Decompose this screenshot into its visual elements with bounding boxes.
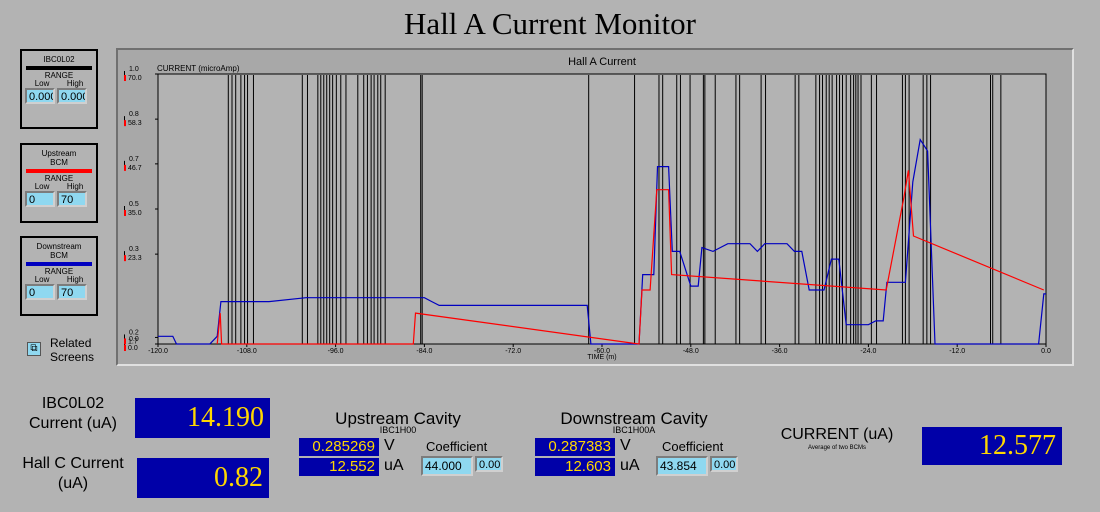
low-label: Low	[34, 79, 50, 88]
upstream-range-panel: Upstream BCM RANGE Low High 0 70	[20, 143, 98, 223]
y-tick-label-right: 23.3	[128, 255, 142, 262]
ibc-current-value: 14.190	[135, 398, 270, 438]
y-tick-label-right: 1.7	[128, 338, 138, 345]
downstream-offset-input[interactable]: 0.00	[710, 456, 738, 472]
upstream-cavity-pv: IBC1H00	[379, 425, 417, 435]
related-screens-icon[interactable]: ⧉	[27, 342, 41, 356]
chart-svg: Hall A Current CURRENT (microAmp) TIME (m)…	[124, 56, 1051, 361]
y-tick-marker	[124, 334, 125, 340]
downstream-range-high-input[interactable]: 70	[57, 284, 87, 300]
x-tick-label: -12.0	[949, 348, 965, 355]
high-label: High	[66, 275, 84, 284]
legend-swatch	[26, 169, 92, 173]
y-tick-label-left: 0.2	[129, 329, 139, 336]
downstream-current-unit: uA	[620, 457, 640, 474]
chart-title: Hall A Current	[568, 56, 636, 68]
downstream-volts-value: 0.287383	[535, 438, 615, 456]
y-tick-label-right: 70.0	[128, 75, 142, 82]
high-label: High	[66, 182, 84, 191]
ibc-range-high-input[interactable]: 0.000	[57, 88, 87, 104]
upstream-current-value: 12.552	[299, 458, 379, 476]
y-tick-marker-red	[124, 120, 126, 127]
y-tick-label-left: 0.3	[129, 246, 139, 253]
downstream-coefficient-label: Coefficient	[662, 439, 724, 454]
upstream-volts-value: 0.285269	[299, 438, 379, 456]
y-tick-marker	[124, 251, 125, 257]
y-tick-marker	[124, 160, 125, 166]
y-tick-marker	[124, 71, 125, 76]
downstream-cavity-pv: IBC1H00A	[612, 425, 656, 435]
x-tick-label: -24.0	[860, 348, 876, 355]
y-tick-label-left: 1.0	[129, 66, 139, 73]
ibc-current-label: IBC0L02 Current (uA)	[28, 395, 118, 432]
x-axis-label: TIME (m)	[587, 354, 616, 361]
downstream-coefficient-input[interactable]: 43.854	[656, 456, 708, 476]
x-tick-label: -96.0	[328, 348, 344, 355]
y-tick-marker-red	[124, 164, 126, 171]
related-screens-label[interactable]: Related Screens	[50, 336, 95, 364]
y-tick-label-left: 0.5	[129, 201, 139, 208]
high-label: High	[66, 79, 84, 88]
average-current-value: 12.577	[922, 427, 1062, 465]
upstream-range-low-input[interactable]: 0	[25, 191, 55, 207]
y-tick-marker-red	[124, 255, 126, 262]
panel-name: Downstream BCM	[36, 242, 82, 260]
downstream-cavity-title: Downstream Cavity	[560, 409, 708, 428]
page-title: Hall A Current Monitor	[404, 6, 696, 41]
upstream-range-high-input[interactable]: 70	[57, 191, 87, 207]
plot-area	[157, 73, 1047, 345]
low-label: Low	[34, 182, 50, 191]
x-tick-label: -36.0	[772, 348, 788, 355]
hallc-current-label: Hall C Current (uA)	[22, 455, 124, 492]
series-line	[216, 170, 1045, 345]
ibc-range-panel: IBC0L02 RANGE Low High 0.000 0.000	[20, 49, 98, 129]
x-tick-label: -60.0	[594, 348, 610, 355]
ibc-range-low-input[interactable]: 0.000	[25, 88, 55, 104]
upstream-current-unit: uA	[384, 457, 404, 474]
y-tick-marker-red	[124, 338, 126, 345]
x-tick-label: -108.0	[237, 348, 257, 355]
average-current-label: CURRENT (uA)	[780, 426, 894, 443]
range-label: RANGE	[44, 71, 74, 80]
y-tick-label-left: 0.7	[129, 156, 139, 163]
current-chart: Hall A Current CURRENT (microAmp) TIME (m)…	[116, 48, 1074, 366]
hallc-current-value: 0.82	[137, 458, 269, 498]
panel-name: IBC0L02	[43, 55, 75, 64]
y-tick-label-left: 0.0	[129, 336, 139, 343]
x-tick-label: -84.0	[416, 348, 432, 355]
range-label: RANGE	[44, 174, 74, 183]
y-tick-label-right: 0.0	[128, 345, 138, 352]
panel-name: Upstream BCM	[41, 149, 77, 167]
y-axis-label: CURRENT (microAmp)	[157, 64, 240, 73]
y-tick-label-right: 58.3	[128, 120, 142, 127]
upstream-volts-unit: V	[384, 437, 395, 454]
downstream-volts-unit: V	[620, 437, 631, 454]
x-tick-label: -72.0	[505, 348, 521, 355]
downstream-current-value: 12.603	[535, 458, 615, 476]
x-tick-label: 0.0	[1041, 348, 1051, 355]
range-label: RANGE	[44, 267, 74, 276]
upstream-offset-input[interactable]: 0.00	[475, 456, 503, 472]
upstream-coefficient-label: Coefficient	[426, 439, 488, 454]
series-line	[158, 137, 1046, 345]
y-tick-label-right: 46.7	[128, 165, 142, 172]
low-label: Low	[34, 275, 50, 284]
x-tick-label: -120.0	[148, 348, 168, 355]
y-tick-label-right: 35.0	[128, 210, 142, 217]
y-tick-marker	[124, 206, 125, 211]
legend-swatch	[26, 66, 92, 70]
upstream-coefficient-input[interactable]: 44.000	[421, 456, 473, 476]
x-tick-label: -48.0	[683, 348, 699, 355]
y-tick-marker-red	[124, 75, 126, 81]
y-tick-marker	[124, 116, 125, 122]
legend-swatch	[26, 262, 92, 266]
y-tick-label-left: 0.8	[129, 111, 139, 118]
downstream-range-low-input[interactable]: 0	[25, 284, 55, 300]
average-current-sub: Average of two BCMs	[808, 445, 866, 451]
downstream-range-panel: Downstream BCM RANGE Low High 0 70	[20, 236, 98, 316]
y-tick-marker-red	[124, 210, 126, 216]
y-tick-marker-red	[124, 345, 126, 351]
upstream-cavity-title: Upstream Cavity	[335, 409, 461, 428]
